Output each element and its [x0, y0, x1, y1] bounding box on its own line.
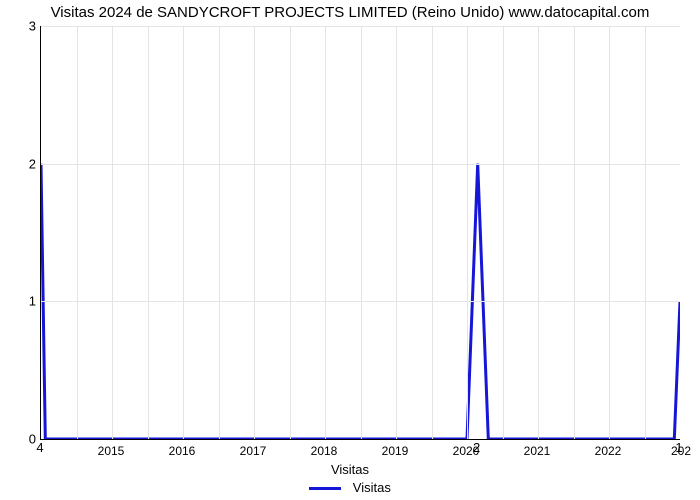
peak-value-label: 2	[473, 440, 480, 455]
y-tick-label: 1	[6, 294, 36, 309]
chart-title: Visitas 2024 de SANDYCROFT PROJECTS LIMI…	[0, 4, 700, 21]
grid-line-v	[538, 26, 539, 439]
grid-line-v	[503, 26, 504, 439]
grid-line-v	[77, 26, 78, 439]
x-tick-label: 2015	[98, 444, 125, 458]
y-tick-label: 2	[6, 156, 36, 171]
grid-line-v	[396, 26, 397, 439]
y-tick-label: 0	[6, 432, 36, 447]
grid-line-v	[325, 26, 326, 439]
grid-line-v	[467, 26, 468, 439]
x-tick-label: 2022	[595, 444, 622, 458]
x-tick-label: 2019	[382, 444, 409, 458]
legend-swatch	[309, 487, 341, 490]
x-tick-label: 2018	[311, 444, 338, 458]
grid-line-v	[183, 26, 184, 439]
x-tick-label: 2016	[169, 444, 196, 458]
grid-line-v	[574, 26, 575, 439]
legend: Visitas	[0, 480, 700, 495]
grid-line-v	[290, 26, 291, 439]
peak-value-label: 4	[36, 440, 43, 455]
grid-line-v	[361, 26, 362, 439]
grid-line-v	[609, 26, 610, 439]
x-tick-label: 2021	[524, 444, 551, 458]
grid-line-v	[148, 26, 149, 439]
legend-label: Visitas	[353, 480, 391, 495]
y-tick-label: 3	[6, 19, 36, 34]
plot-area	[40, 26, 680, 440]
x-tick-label: 2017	[240, 444, 267, 458]
peak-value-label: 1	[675, 440, 682, 455]
grid-line-v	[645, 26, 646, 439]
grid-line-v	[432, 26, 433, 439]
grid-line-v	[112, 26, 113, 439]
grid-line-v	[219, 26, 220, 439]
chart-container: Visitas 2024 de SANDYCROFT PROJECTS LIMI…	[0, 0, 700, 500]
x-axis-label: Visitas	[0, 462, 700, 477]
grid-line-v	[254, 26, 255, 439]
